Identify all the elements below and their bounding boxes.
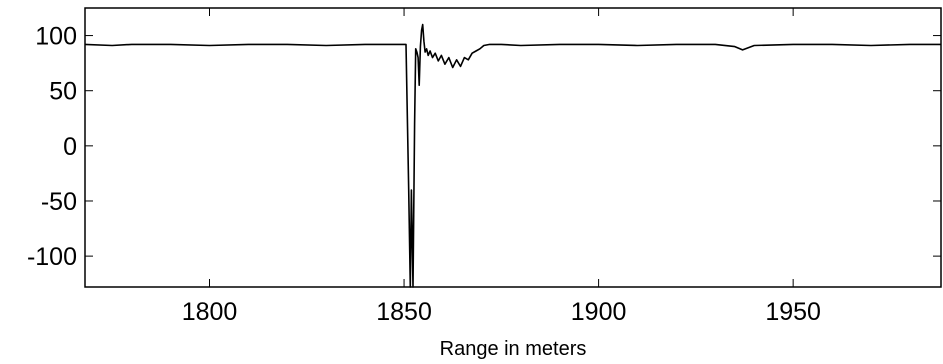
y-tick-label: -100 bbox=[27, 243, 77, 271]
y-tick-label: -50 bbox=[41, 188, 77, 216]
y-tick-label: 50 bbox=[49, 78, 77, 106]
y-tick-label: 100 bbox=[35, 23, 77, 51]
series-layer bbox=[84, 23, 941, 288]
x-tick-label: 1800 bbox=[182, 298, 238, 326]
series-line bbox=[84, 23, 941, 288]
tick-marks bbox=[85, 8, 941, 287]
plot-area-frame bbox=[84, 7, 942, 288]
x-axis-label: Range in meters bbox=[440, 338, 587, 360]
x-tick-label: 1850 bbox=[376, 298, 432, 326]
x-tick-label: 1900 bbox=[571, 298, 627, 326]
tick-labels: 1800 1850 1900 1950 100 50 0 -50 -100 bbox=[27, 23, 821, 326]
y-tick-label: 0 bbox=[63, 133, 77, 161]
x-tick-label: 1950 bbox=[765, 298, 821, 326]
